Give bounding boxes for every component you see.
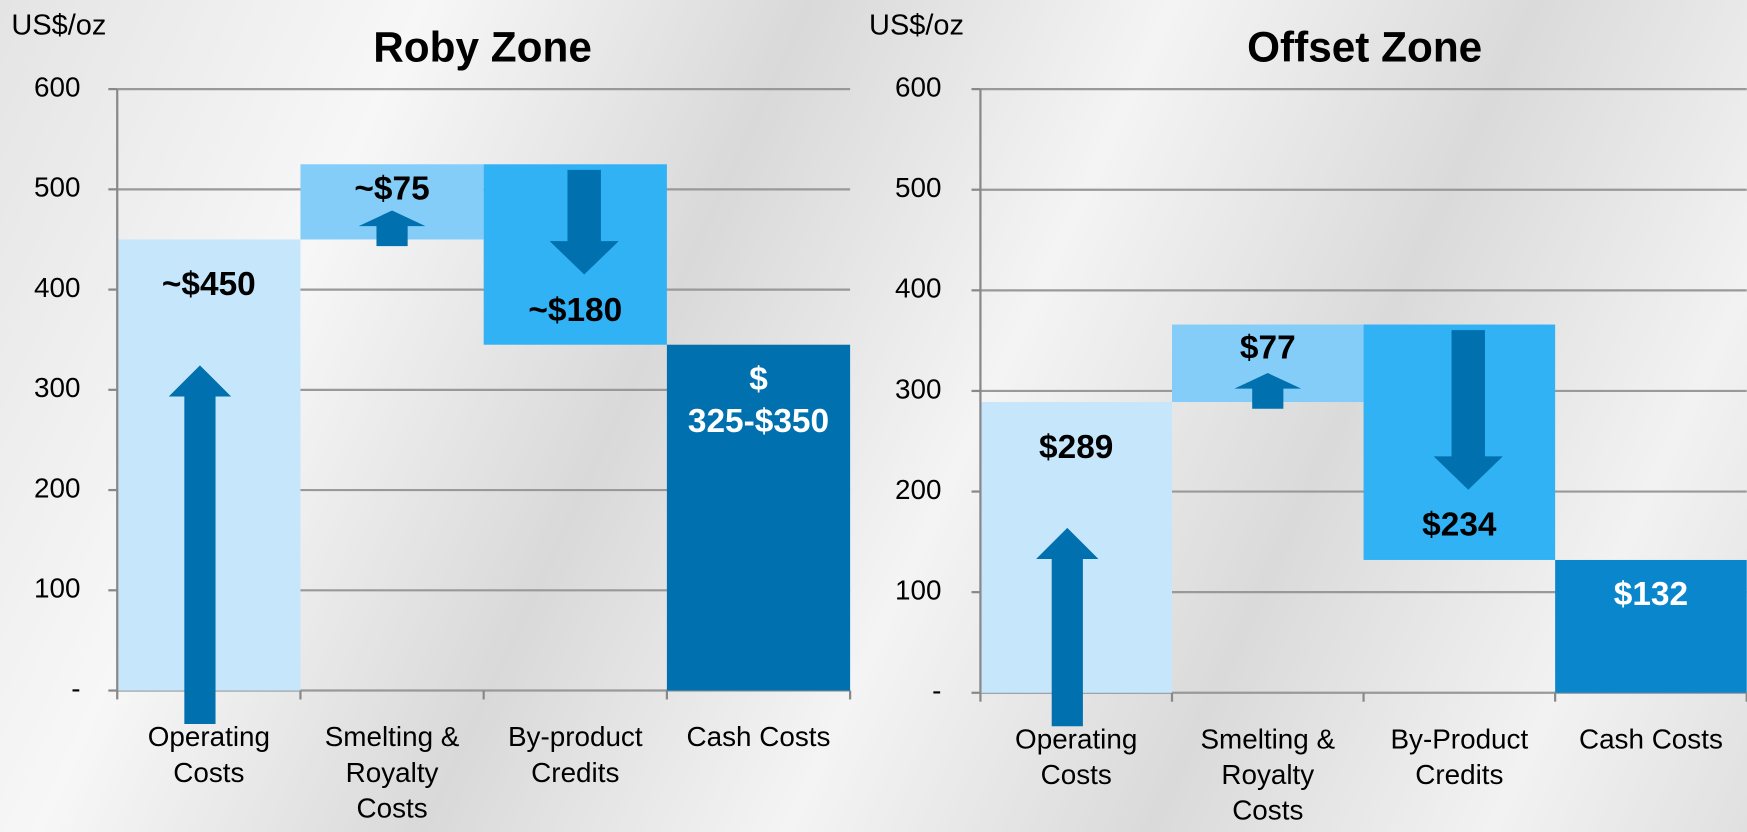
bar [666,344,851,691]
value-label-box: $ 325-$350 [687,360,830,440]
y-tick-label: 600 [34,71,80,102]
x-tick-label: Smelting & Royalty Costs [324,721,460,825]
value-label-box: ~$75 [354,169,430,207]
arrow [1036,527,1099,727]
y-tick-label: 500 [34,172,80,203]
y-tick-label: 400 [34,272,80,303]
y-tick-label: 100 [34,573,80,604]
value-label-box: $289 [1039,428,1114,466]
arrow [1234,373,1302,409]
x-tick-label: By-product Credits [507,721,643,789]
y-tick-label: 300 [895,373,941,404]
x-tick-label-box: Operating Costs [1015,723,1138,791]
y-axis-label: US$/oz [869,9,964,41]
x-tick-label-box: By-product Credits [507,721,643,789]
arrow [549,169,619,275]
chart-title: Offset Zone [1247,23,1482,70]
x-tick-label-box: Smelting & Royalty Costs [324,721,460,825]
y-tick-label: - [71,673,80,704]
value-label: ~$450 [161,266,256,303]
y-tick-label: - [932,675,941,706]
arrow [168,365,232,724]
chart-title: Roby Zone [373,23,592,70]
x-tick-label-box: Cash Costs [686,721,831,753]
y-tick-label: 300 [34,372,80,403]
value-label-box: ~$180 [528,291,623,329]
x-tick-label: Cash Costs [686,721,831,753]
y-tick-label: 100 [895,575,941,606]
value-label-box: $77 [1239,330,1296,367]
y-tick-label: 400 [895,273,941,304]
arrow [1433,330,1503,490]
value-label-box: $234 [1422,506,1497,544]
value-label: $132 [1613,575,1689,613]
x-tick-label-box: By-Product Credits [1390,723,1529,791]
y-tick-label: 600 [895,71,941,102]
bar [1555,559,1747,693]
y-tick-label: 200 [895,474,941,505]
value-label: $ 325-$350 [687,360,830,440]
value-label-box: ~$450 [161,266,256,303]
value-label: $234 [1422,506,1497,544]
x-tick-label-box: Cash Costs [1578,723,1723,756]
x-tick-label: Cash Costs [1578,723,1723,756]
x-tick-label-box: Smelting & Royalty Costs [1200,723,1336,827]
y-tick-label: 500 [895,172,941,203]
x-tick-label-box: Operating Costs [147,721,270,789]
x-tick-label: Smelting & Royalty Costs [1200,723,1336,827]
value-label: $77 [1239,330,1296,367]
value-label: $289 [1039,428,1114,466]
value-label: ~$75 [354,169,430,207]
y-axis-label: US$/oz [11,9,106,41]
arrow [358,210,426,247]
x-tick-label: By-Product Credits [1390,723,1529,791]
value-label: ~$180 [528,291,623,329]
x-tick-label: Operating Costs [1015,723,1138,791]
y-tick-label: 200 [34,472,80,503]
value-label-box: $132 [1613,575,1689,613]
x-tick-label: Operating Costs [147,721,270,789]
